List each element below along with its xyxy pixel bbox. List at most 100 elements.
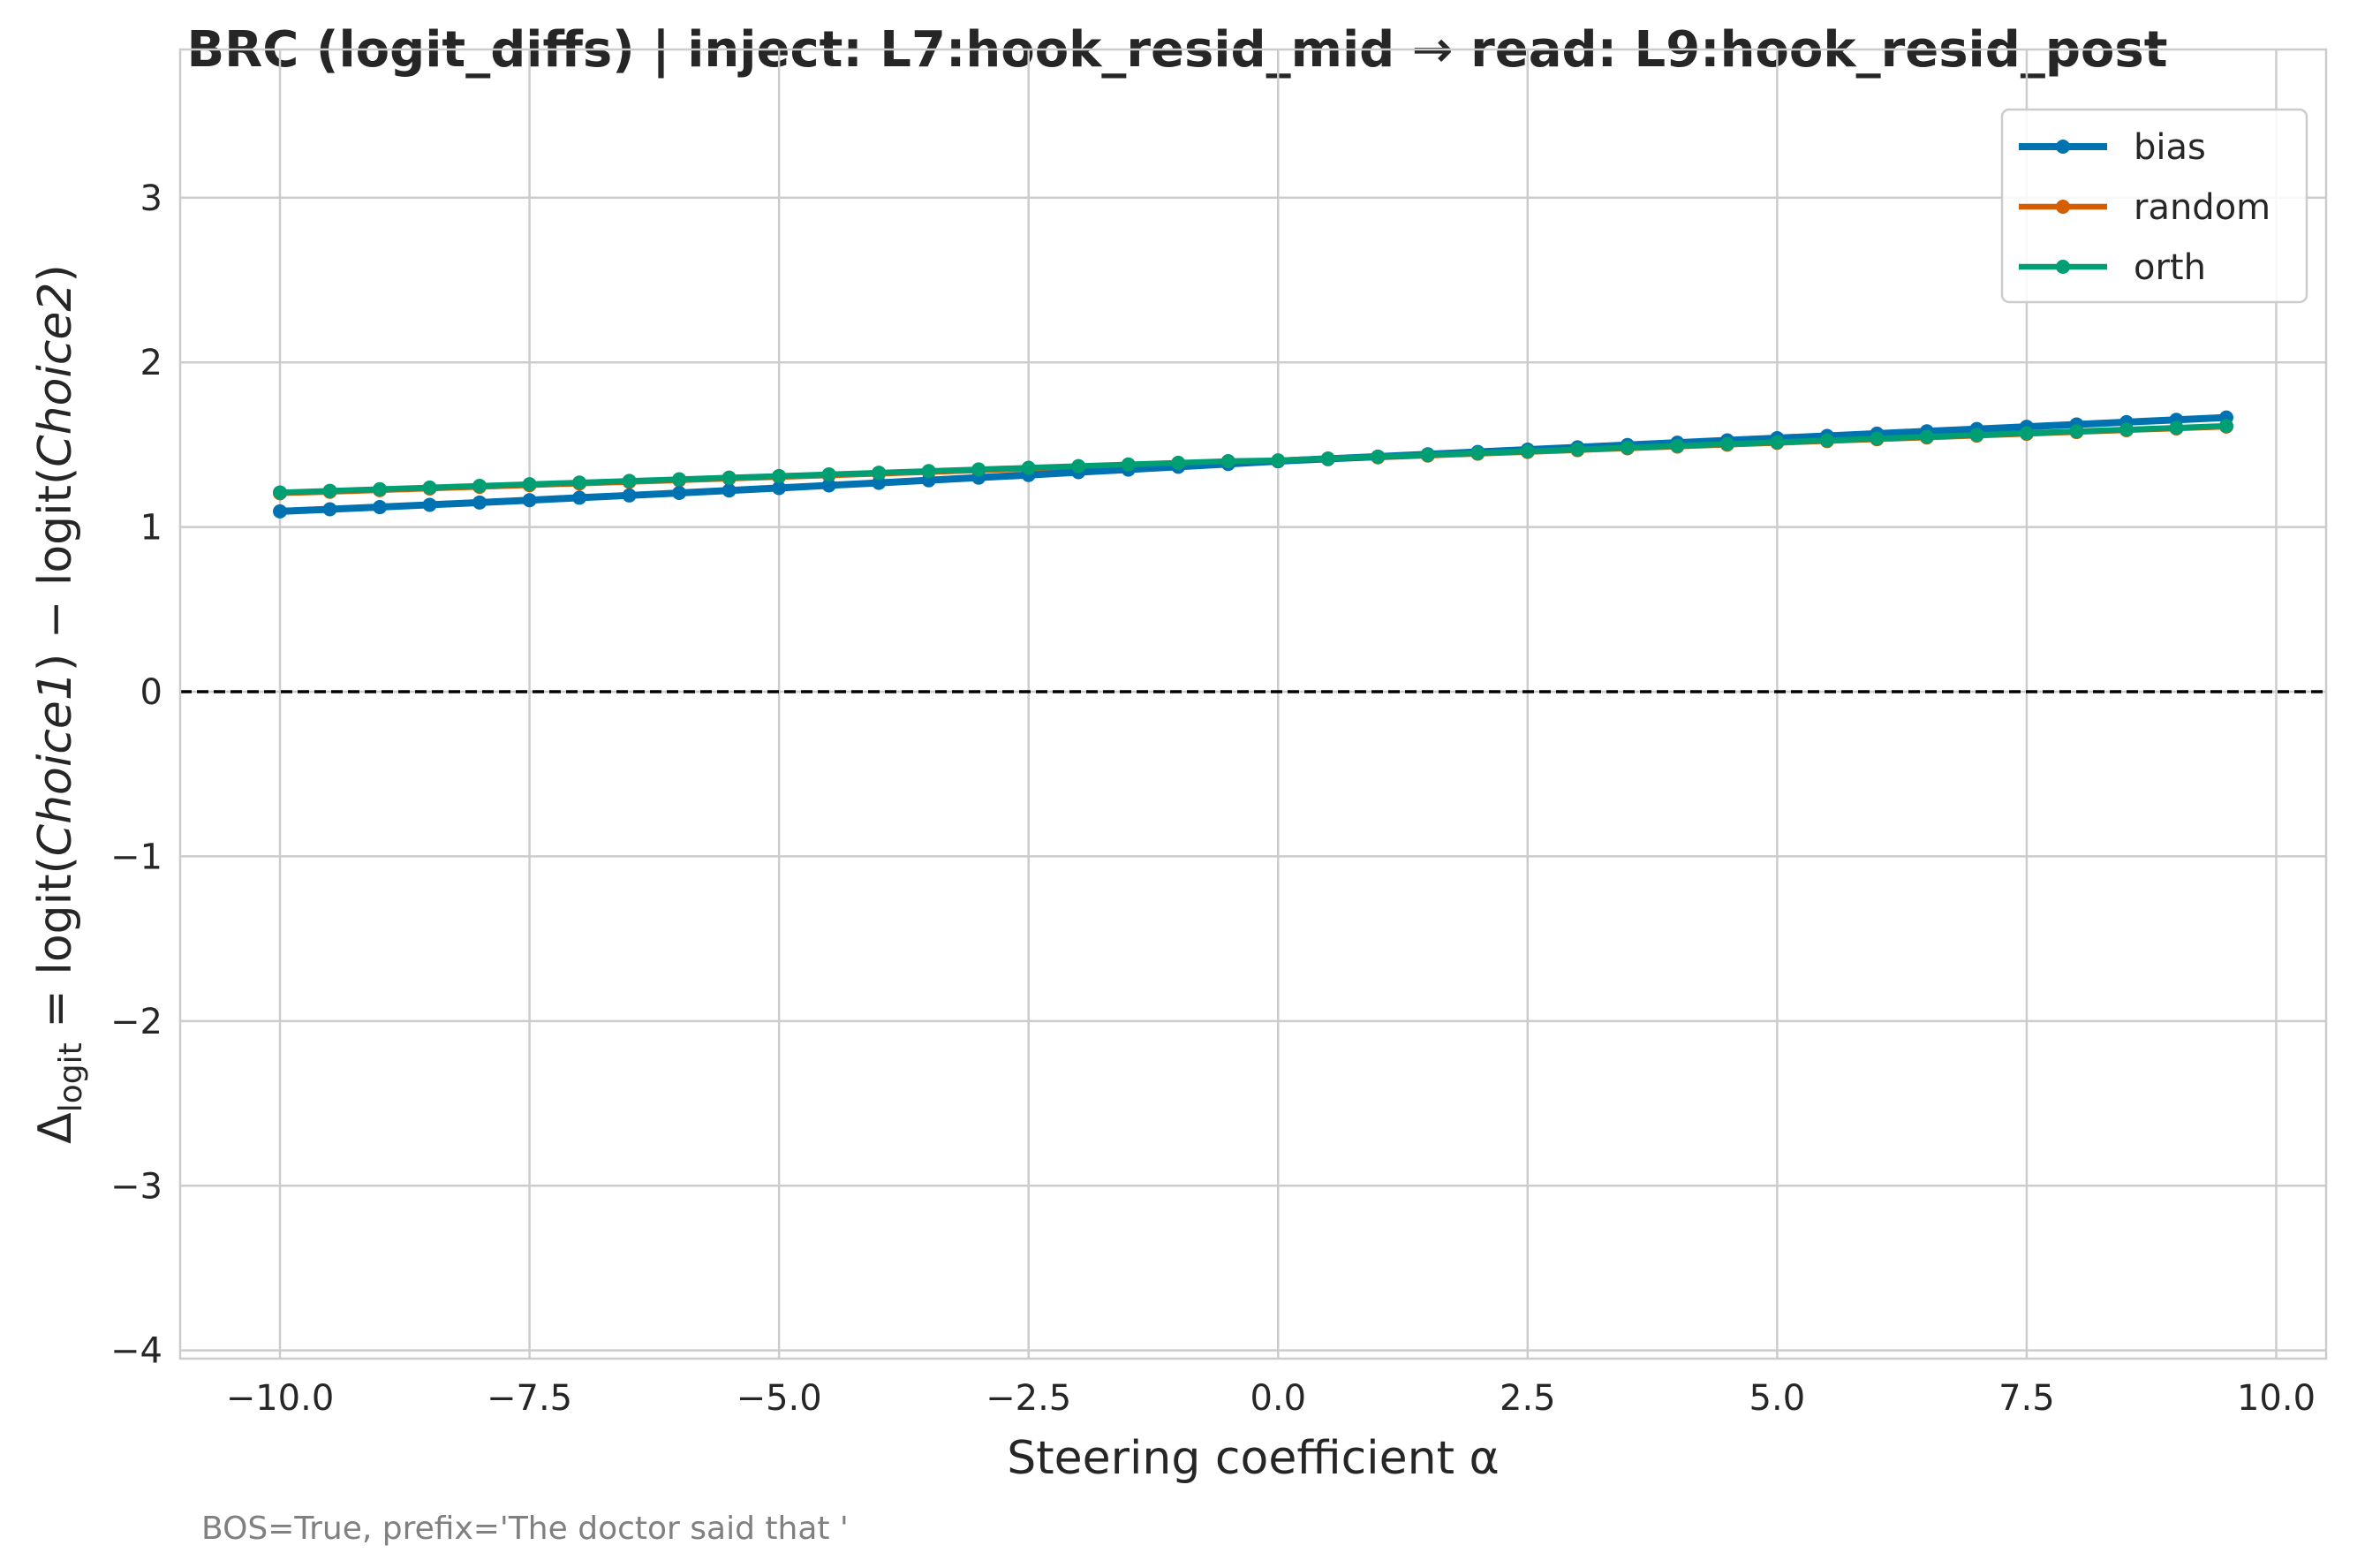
data-point-bias bbox=[472, 495, 487, 510]
data-point-bias bbox=[821, 478, 836, 493]
data-point-bias bbox=[572, 490, 587, 505]
legend-entry-orth: orth bbox=[2019, 247, 2206, 288]
legend-label-orth: orth bbox=[2134, 247, 2206, 288]
data-point-bias bbox=[622, 488, 637, 503]
data-point-orth bbox=[1470, 445, 1485, 460]
data-point-orth bbox=[1719, 436, 1734, 451]
data-point-orth bbox=[622, 473, 637, 489]
legend-entry-random: random bbox=[2019, 187, 2270, 228]
x-tick-label: 10.0 bbox=[2237, 1378, 2316, 1419]
y-label-mid: ) − logit( bbox=[29, 467, 82, 671]
x-tick-label: −10.0 bbox=[226, 1378, 335, 1419]
data-point-orth bbox=[1220, 454, 1235, 469]
data-point-orth bbox=[1071, 458, 1086, 473]
x-axis-ticks: −10.0 −7.5 −5.0 −2.5 0.0 2.5 5.0 7.5 10.0 bbox=[226, 1378, 2316, 1419]
data-point-bias bbox=[772, 481, 787, 496]
y-tick-label: 0 bbox=[140, 672, 162, 713]
data-point-orth bbox=[572, 475, 587, 490]
y-label-delta: Δ bbox=[29, 1112, 82, 1144]
data-point-orth bbox=[1620, 440, 1635, 455]
x-tick-label: −2.5 bbox=[986, 1378, 1071, 1419]
x-tick-label: 0.0 bbox=[1250, 1378, 1306, 1419]
x-tick-label: 5.0 bbox=[1749, 1378, 1806, 1419]
data-point-orth bbox=[1670, 438, 1685, 453]
data-point-orth bbox=[522, 477, 537, 492]
data-point-orth bbox=[322, 483, 337, 498]
data-point-orth bbox=[273, 485, 288, 500]
legend-box bbox=[2000, 108, 2308, 304]
data-point-orth bbox=[1121, 457, 1136, 472]
data-point-orth bbox=[472, 479, 487, 493]
y-tick-label: 1 bbox=[140, 508, 162, 549]
x-tick-label: 2.5 bbox=[1500, 1378, 1556, 1419]
legend-label-bias: bias bbox=[2134, 127, 2206, 168]
y-label-choice1: Choice1 bbox=[29, 671, 82, 856]
y-label-choice2: Choice2 bbox=[29, 282, 82, 466]
y-tick-label: 3 bbox=[140, 178, 162, 219]
data-point-orth bbox=[422, 480, 437, 495]
data-point-orth bbox=[772, 468, 787, 483]
data-point-orth bbox=[1520, 443, 1535, 458]
footnote: BOS=True, prefix='The doctor said that ' bbox=[201, 1511, 849, 1547]
plot-frame bbox=[178, 48, 2328, 1360]
x-tick-label: −7.5 bbox=[487, 1378, 572, 1419]
data-point-orth bbox=[1021, 460, 1036, 475]
legend-entries: bias random orth bbox=[2019, 127, 2270, 288]
legend: bias random orth bbox=[2000, 108, 2308, 304]
data-point-orth bbox=[672, 472, 687, 487]
y-label-eq: = logit( bbox=[29, 856, 82, 1042]
y-tick-label: 2 bbox=[140, 343, 162, 383]
data-point-orth bbox=[971, 462, 986, 477]
y-label-end: ) bbox=[29, 264, 82, 282]
data-point-orth bbox=[2069, 424, 2084, 439]
data-point-bias bbox=[672, 486, 687, 501]
data-point-orth bbox=[2119, 422, 2134, 437]
data-point-orth bbox=[1271, 453, 1286, 468]
data-point-bias bbox=[872, 475, 887, 490]
series-line-orth bbox=[276, 422, 2230, 496]
legend-entry-bias: bias bbox=[2019, 127, 2206, 168]
data-point-orth bbox=[1570, 442, 1585, 457]
data-point-orth bbox=[872, 466, 887, 481]
data-point-orth bbox=[1420, 447, 1435, 462]
series-group bbox=[273, 410, 2233, 519]
data-point-orth bbox=[1371, 450, 1386, 465]
data-point-orth bbox=[1320, 451, 1335, 466]
legend-marker-orth bbox=[2056, 260, 2070, 274]
data-point-bias bbox=[522, 493, 537, 508]
data-point-orth bbox=[2218, 419, 2233, 434]
data-point-bias bbox=[373, 500, 388, 515]
data-point-bias bbox=[322, 502, 337, 517]
legend-label-random: random bbox=[2134, 187, 2270, 228]
data-point-bias bbox=[422, 497, 437, 512]
y-tick-label: −3 bbox=[110, 1166, 162, 1207]
series-line-bias bbox=[276, 413, 2230, 515]
y-label-subscript: logit bbox=[53, 1042, 89, 1112]
data-point-orth bbox=[2019, 426, 2034, 441]
data-point-orth bbox=[373, 481, 388, 496]
legend-marker-random bbox=[2056, 200, 2070, 214]
data-point-orth bbox=[1819, 433, 1834, 448]
y-tick-label: −2 bbox=[110, 1002, 162, 1042]
data-point-orth bbox=[1919, 429, 1934, 444]
data-point-orth bbox=[1770, 435, 1785, 450]
data-point-orth bbox=[1969, 428, 1984, 443]
legend-marker-bias bbox=[2056, 140, 2070, 154]
data-point-bias bbox=[722, 483, 737, 498]
x-axis-label: Steering coefficient α bbox=[1007, 1432, 1500, 1485]
y-axis-label: Δlogit = logit(Choice1) − logit(Choice2) bbox=[29, 264, 89, 1144]
data-point-orth bbox=[1870, 431, 1885, 446]
x-tick-label: −5.0 bbox=[737, 1378, 822, 1419]
y-tick-label: −1 bbox=[110, 837, 162, 877]
data-point-orth bbox=[2169, 420, 2184, 436]
data-point-orth bbox=[1171, 455, 1186, 470]
data-point-orth bbox=[722, 470, 737, 485]
y-axis-ticks: −4 −3 −2 −1 0 1 2 3 bbox=[110, 178, 162, 1372]
data-point-orth bbox=[921, 464, 936, 479]
data-point-orth bbox=[821, 466, 836, 481]
y-tick-label: −4 bbox=[110, 1331, 162, 1372]
series-bias bbox=[273, 410, 2233, 519]
series-orth bbox=[273, 419, 2233, 500]
data-point-bias bbox=[273, 504, 288, 519]
